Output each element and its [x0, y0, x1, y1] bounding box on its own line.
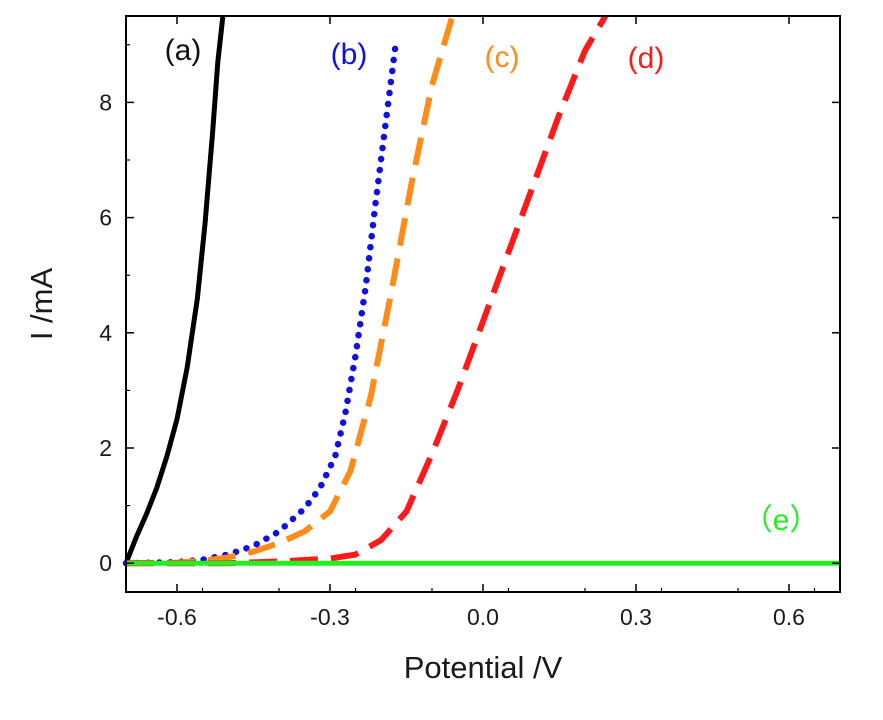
series-line-c	[125, 15, 456, 567]
series-label-a: (a)	[165, 34, 202, 67]
series-line-b	[122, 35, 400, 567]
series-label-e: （e）	[743, 504, 820, 537]
series-label-c: (c)	[485, 41, 520, 74]
plot-frame	[125, 15, 841, 593]
y-tick-label: 6	[99, 205, 112, 231]
x-tick-label: -0.6	[157, 604, 197, 630]
x-tick-label: 0.6	[773, 604, 805, 630]
series-line-d	[126, 14, 608, 567]
x-tick-label: 0.0	[467, 604, 499, 630]
axis-ticks: -0.6 -0.3 0.0 0.3 0.6 0 2 4 6 8	[99, 16, 840, 630]
x-tick-label: -0.3	[310, 604, 350, 630]
y-tick-label: 4	[99, 320, 112, 346]
series-line-a	[123, 15, 226, 565]
series-label-d: (d)	[628, 42, 665, 75]
y-tick-label: 2	[99, 435, 112, 461]
y-tick-label: 0	[99, 550, 112, 576]
series-label-b: (b)	[331, 38, 368, 71]
x-axis-title: Potential /V	[404, 650, 563, 685]
y-axis-title: I /mA	[24, 268, 59, 341]
series-labels: (a) (b) (c) (d) （e）	[165, 34, 820, 537]
x-tick-label: 0.3	[620, 604, 652, 630]
series-layer	[122, 14, 840, 567]
y-tick-label: 8	[99, 89, 112, 115]
